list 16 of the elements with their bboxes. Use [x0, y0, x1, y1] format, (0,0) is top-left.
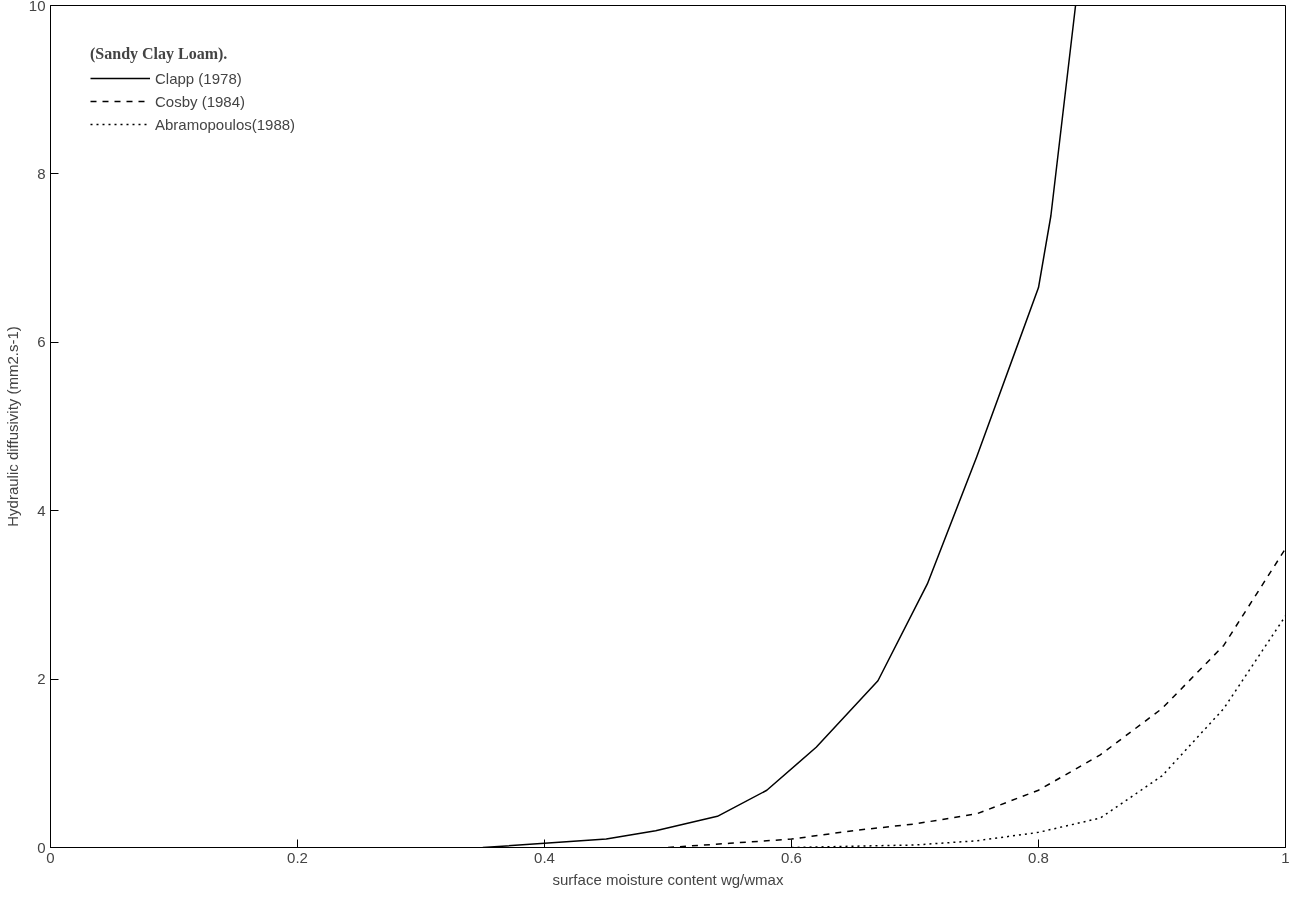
legend-label: Clapp (1978) [155, 69, 242, 87]
x-tick-label: 0.4 [534, 848, 555, 866]
x-tick-label: 0.6 [781, 848, 802, 866]
y-tick-label: 6 [37, 333, 46, 351]
legend-label: Cosby (1984) [155, 92, 246, 110]
y-axis-title: Hydraulic diffusivity (mm2.s-1) [3, 326, 21, 527]
y-tick-label: 8 [37, 164, 46, 182]
x-tick-label: 0.8 [1028, 848, 1049, 866]
x-tick-label: 1 [1281, 848, 1290, 866]
legend-label: Abramopoulos(1988) [155, 115, 296, 133]
x-axis-title: surface moisture content wg/wmax [552, 870, 784, 888]
legend-title: (Sandy Clay Loam). [90, 45, 229, 63]
y-tick-label: 2 [37, 670, 46, 688]
y-tick-label: 4 [37, 501, 46, 519]
y-tick-label: 10 [28, 0, 46, 14]
x-tick-label: 0.2 [287, 848, 308, 866]
